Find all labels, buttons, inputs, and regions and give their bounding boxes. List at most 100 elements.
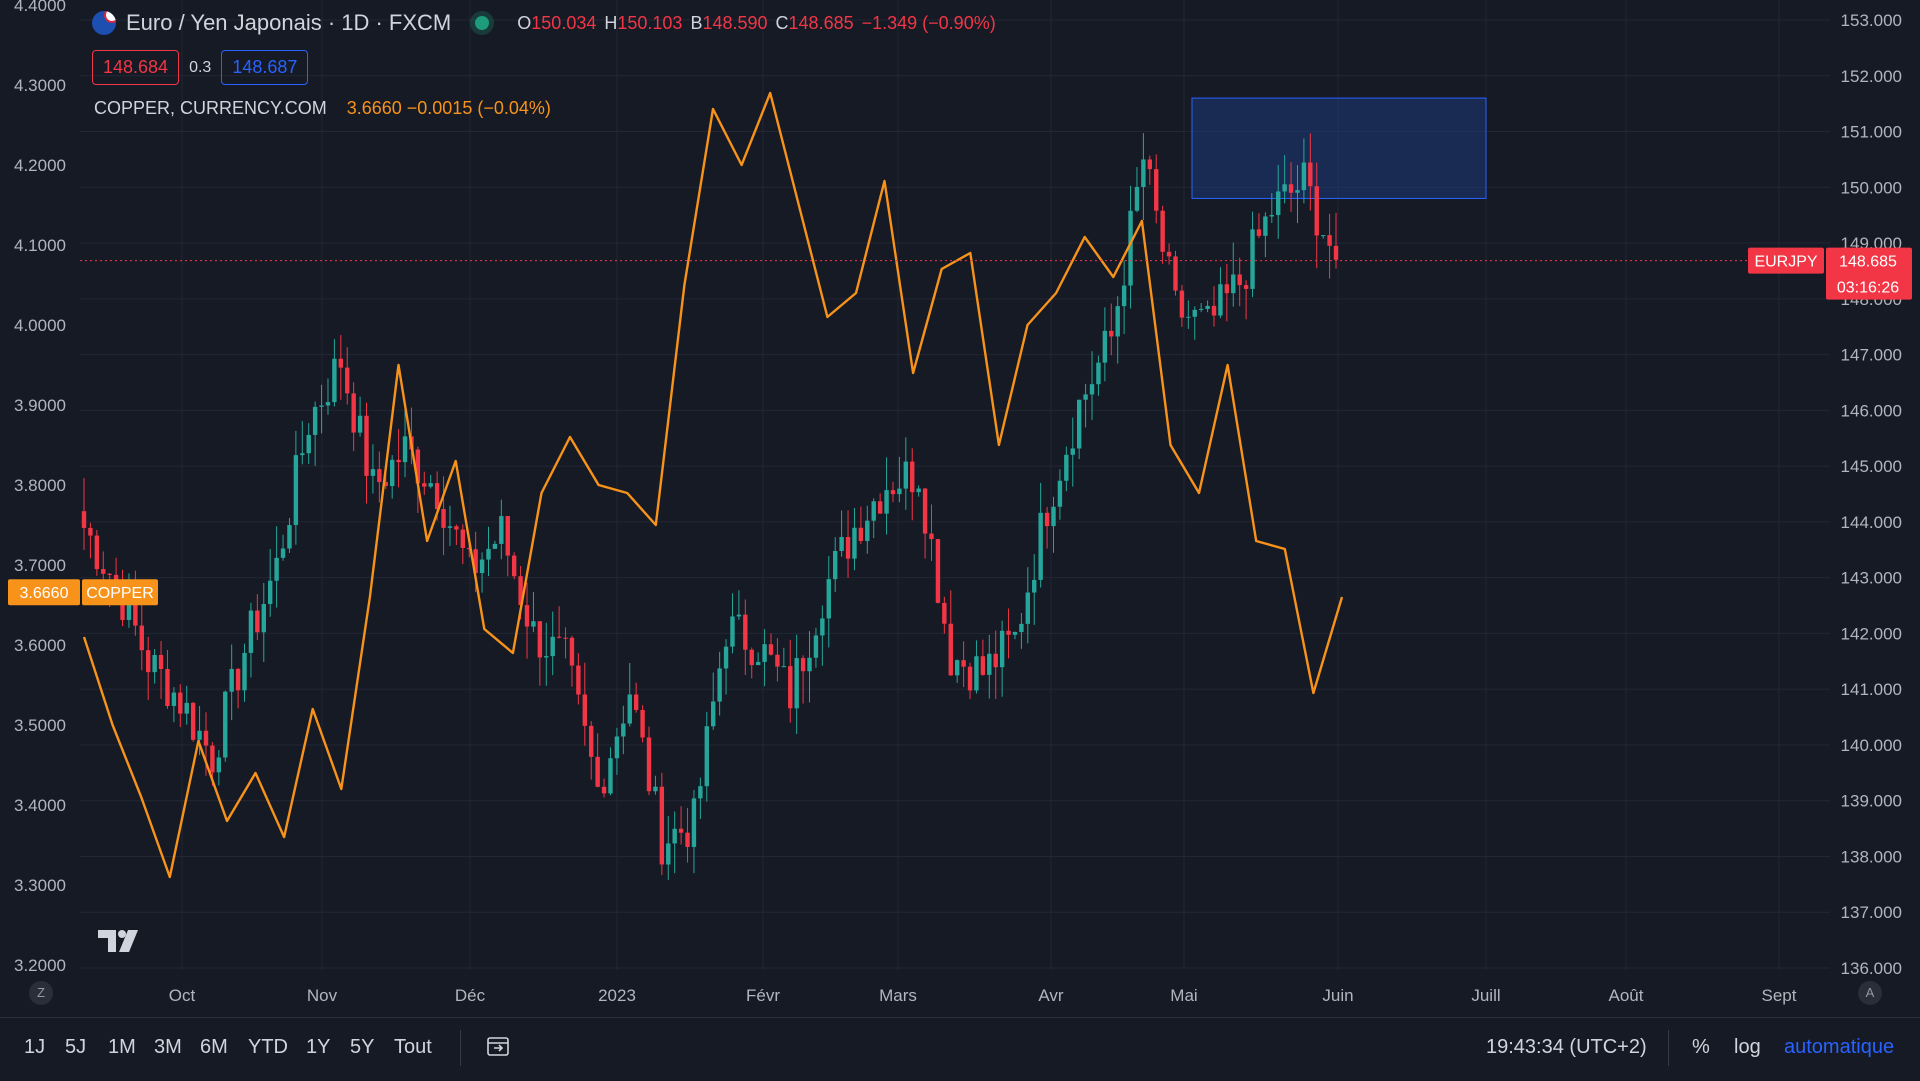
candle-body bbox=[775, 654, 780, 667]
candle-body bbox=[608, 758, 613, 794]
candle-body bbox=[377, 469, 382, 483]
candle-body bbox=[563, 637, 568, 639]
right-tick-label: 140.000 bbox=[1841, 736, 1902, 755]
highlight-rectangle[interactable] bbox=[1191, 97, 1487, 199]
candle-body bbox=[1019, 623, 1024, 633]
log-scale-toggle[interactable]: log bbox=[1734, 1036, 1761, 1058]
candle-body bbox=[871, 501, 876, 521]
candle-body bbox=[524, 605, 530, 627]
left-tick-label: 4.4000 bbox=[14, 0, 66, 15]
candle-body bbox=[948, 623, 953, 676]
candle-body bbox=[1250, 229, 1255, 289]
candle-body bbox=[1051, 506, 1056, 527]
time-tick-label: Sept bbox=[1762, 986, 1797, 1005]
candle-body bbox=[467, 547, 472, 550]
range-5d-button[interactable]: 5J bbox=[65, 1036, 87, 1058]
candle-body bbox=[1218, 284, 1223, 316]
sell-button[interactable]: 148.684 bbox=[92, 50, 180, 85]
candle-body bbox=[1308, 162, 1313, 187]
candle-body bbox=[1198, 308, 1204, 310]
auto-scale-toggle[interactable]: automatique bbox=[1784, 1036, 1895, 1058]
tradingview-logo-icon bbox=[98, 930, 138, 952]
candle-body bbox=[678, 828, 684, 833]
range-3m-button[interactable]: 3M bbox=[154, 1036, 182, 1058]
price-tag-bg bbox=[1826, 247, 1912, 300]
candle-body bbox=[916, 488, 921, 493]
candle-body bbox=[300, 453, 305, 456]
candle-body bbox=[402, 436, 408, 463]
go-to-date-icon[interactable] bbox=[486, 1034, 510, 1058]
candle-body bbox=[672, 828, 677, 844]
candle-body bbox=[389, 459, 395, 487]
candle-body bbox=[274, 557, 279, 581]
candle-body bbox=[980, 656, 986, 675]
timezone-clock[interactable]: 19:43:34 (UTC+2) bbox=[1486, 1036, 1647, 1058]
candle-body bbox=[454, 526, 459, 530]
candle-body bbox=[961, 660, 966, 667]
candle-body bbox=[723, 646, 729, 669]
price-chart[interactable]: 153.000152.000151.000150.000149.000148.0… bbox=[0, 0, 1920, 1017]
candle-body bbox=[1301, 162, 1307, 191]
candle-body bbox=[1076, 399, 1082, 449]
right-tick-label: 137.000 bbox=[1841, 903, 1902, 922]
range-1d-button[interactable]: 1J bbox=[24, 1036, 46, 1058]
symbol-title[interactable]: Euro / Yen Japonais · 1D · FXCM bbox=[126, 10, 452, 35]
candle-body bbox=[1179, 290, 1185, 318]
candle-body bbox=[434, 483, 440, 509]
percent-scale-toggle[interactable]: % bbox=[1692, 1036, 1710, 1058]
right-tick-label: 142.000 bbox=[1841, 624, 1902, 643]
range-1m-button[interactable]: 1M bbox=[108, 1036, 136, 1058]
candle-body bbox=[1224, 284, 1230, 294]
candle-body bbox=[441, 508, 446, 528]
candle-body bbox=[146, 650, 151, 673]
candle-body bbox=[479, 559, 485, 574]
right-tick-label: 151.000 bbox=[1841, 123, 1902, 142]
candle-body bbox=[357, 415, 363, 433]
left-tick-label: 3.3000 bbox=[14, 876, 66, 895]
candle-body bbox=[691, 798, 697, 847]
right-tick-label: 139.000 bbox=[1841, 792, 1902, 811]
candle-body bbox=[935, 539, 941, 603]
left-tick-label: 4.1000 bbox=[14, 236, 66, 255]
compare-values: 3.6660 −0.0015 (−0.04%) bbox=[346, 98, 551, 118]
buy-button[interactable]: 148.687 bbox=[221, 50, 309, 85]
candle-body bbox=[910, 461, 915, 493]
candle-body bbox=[351, 393, 356, 433]
candle-body bbox=[229, 668, 234, 692]
candle-body bbox=[261, 604, 266, 633]
range-all-button[interactable]: Tout bbox=[394, 1036, 432, 1058]
range-ytd-button[interactable]: YTD bbox=[248, 1036, 288, 1058]
candle-body bbox=[666, 843, 671, 865]
right-tick-label: 141.000 bbox=[1841, 680, 1902, 699]
candle-body bbox=[627, 694, 632, 724]
candle-body bbox=[659, 786, 665, 865]
candle-body bbox=[1282, 184, 1287, 192]
candle-body bbox=[383, 482, 388, 487]
candle-body bbox=[312, 406, 318, 435]
candle-body bbox=[890, 490, 896, 495]
range-1y-button[interactable]: 1Y bbox=[306, 1036, 331, 1058]
right-tick-label: 146.000 bbox=[1841, 401, 1902, 420]
candle-body bbox=[1070, 448, 1075, 455]
compare-symbol-name: COPPER, CURRENCY.COM bbox=[94, 98, 327, 118]
right-tick-label: 138.000 bbox=[1841, 847, 1902, 866]
candle-body bbox=[107, 573, 112, 575]
compare-legend[interactable]: COPPER, CURRENCY.COM 3.6660 −0.0015 (−0.… bbox=[94, 98, 551, 119]
auto-scale-right-button[interactable]: A bbox=[1858, 981, 1882, 1005]
candle-body bbox=[582, 694, 587, 726]
left-tick-label: 4.0000 bbox=[14, 316, 66, 335]
left-tick-label: 3.5000 bbox=[14, 716, 66, 735]
left-tick-label: 4.3000 bbox=[14, 76, 66, 95]
time-tick-label: Déc bbox=[455, 986, 486, 1005]
quote-row: 148.684 0.3 148.687 bbox=[92, 50, 309, 85]
range-6m-button[interactable]: 6M bbox=[200, 1036, 228, 1058]
auto-scale-left-button[interactable]: Z bbox=[29, 981, 53, 1005]
candle-body bbox=[845, 536, 851, 559]
range-5y-button[interactable]: 5Y bbox=[350, 1036, 375, 1058]
copper-price-tag-bg bbox=[8, 579, 80, 606]
candle-body bbox=[711, 701, 716, 727]
candle-body bbox=[267, 580, 273, 605]
candle-body bbox=[1314, 186, 1319, 236]
candle-body bbox=[736, 614, 742, 617]
candle-body bbox=[94, 535, 100, 570]
